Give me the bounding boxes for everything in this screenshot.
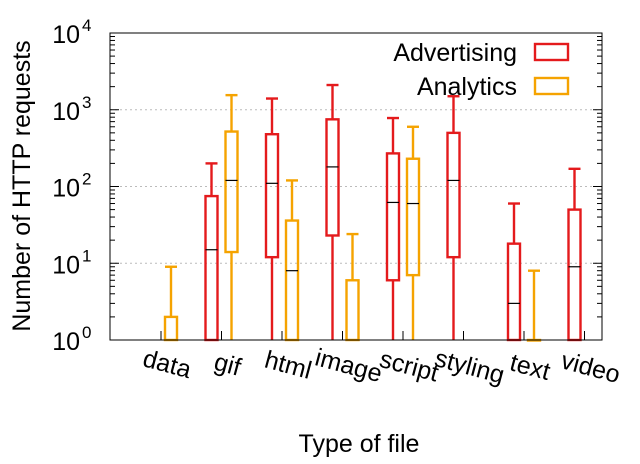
- y-tick-exponent: 3: [82, 93, 91, 112]
- y-tick-label: 10: [52, 328, 80, 356]
- x-tick-label: script: [377, 345, 442, 388]
- x-tick-label: text: [507, 349, 553, 386]
- x-tick-label: video: [558, 347, 623, 390]
- x-tick-label: image: [312, 343, 385, 388]
- x-tick-label: html: [262, 346, 315, 385]
- box-marks: [163, 83, 582, 342]
- box: [163, 315, 179, 342]
- y-tick-exponent: 4: [82, 16, 91, 35]
- box: [405, 157, 421, 277]
- box: [567, 208, 582, 342]
- x-tick-label: styling: [432, 344, 508, 389]
- box: [224, 130, 239, 254]
- box: [506, 242, 522, 342]
- legend-swatch: [533, 42, 570, 62]
- box: [385, 152, 401, 282]
- box: [345, 279, 360, 342]
- y-tick-label: 10: [52, 251, 80, 279]
- x-tick-label: data: [140, 344, 194, 384]
- box: [446, 131, 461, 259]
- legend-label: Advertising: [393, 39, 517, 67]
- y-tick-exponent: 1: [82, 246, 91, 265]
- legend-swatch: [533, 76, 570, 96]
- box: [284, 219, 300, 342]
- box: [204, 194, 219, 342]
- y-tick-exponent: 0: [82, 323, 91, 342]
- y-axis-label: Number of HTTP requests: [8, 40, 36, 331]
- box: [325, 118, 340, 237]
- y-tick-label: 10: [52, 175, 80, 203]
- x-axis-label: Type of file: [299, 430, 420, 458]
- x-tick-label: gif: [211, 348, 244, 382]
- y-tick-label: 10: [52, 98, 80, 126]
- legend: Advertising Analytics: [393, 39, 570, 101]
- box: [264, 133, 280, 259]
- y-tick-exponent: 2: [82, 170, 91, 189]
- y-tick-label: 10: [52, 21, 80, 49]
- legend-label: Analytics: [417, 73, 517, 101]
- grid-lines: [110, 109, 602, 264]
